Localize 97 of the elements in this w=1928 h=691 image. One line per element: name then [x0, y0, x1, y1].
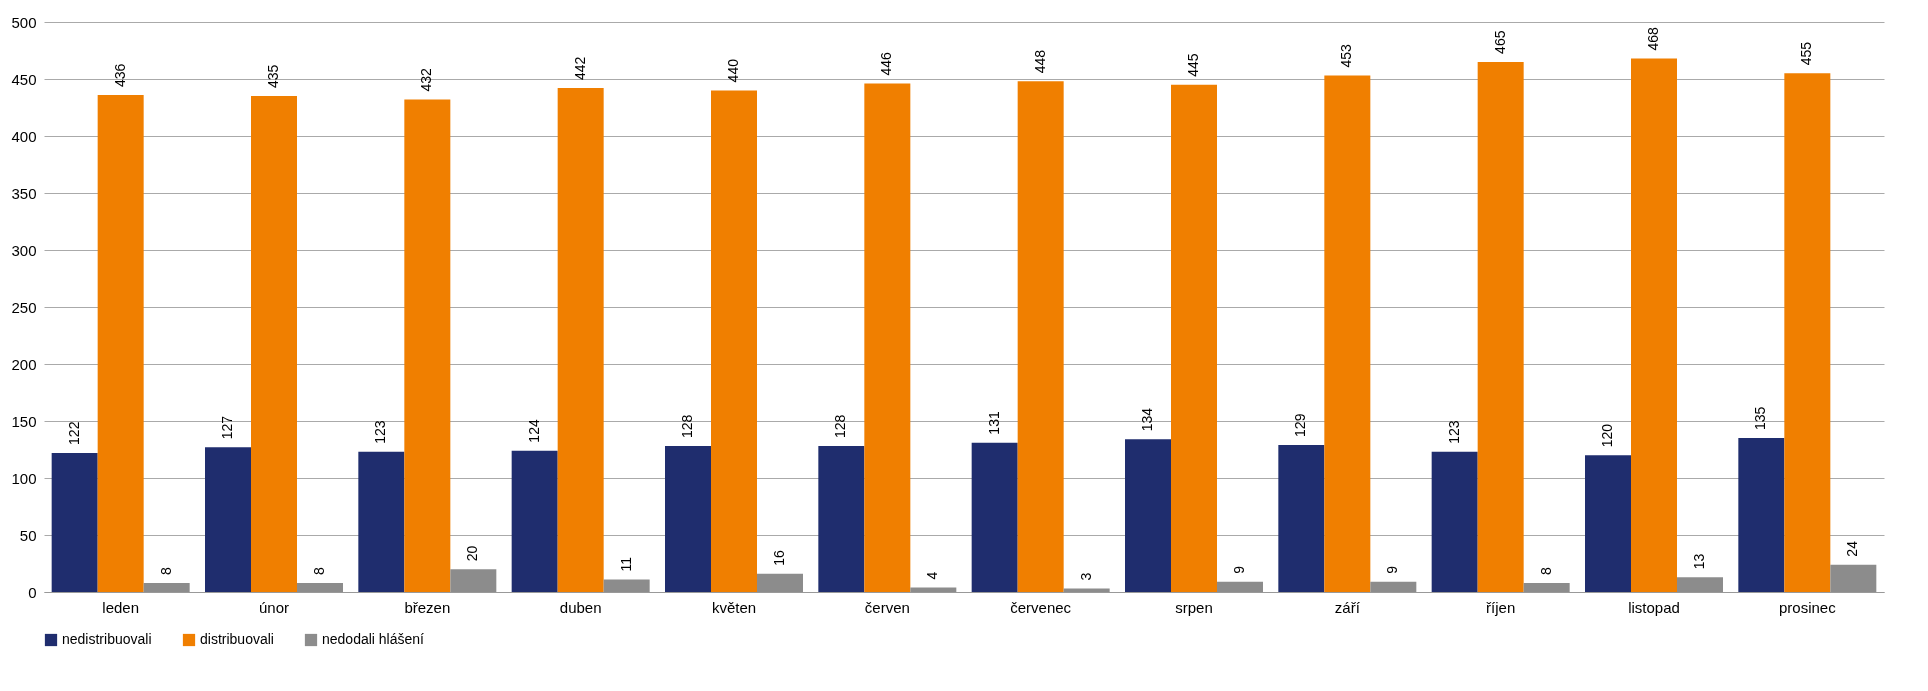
bar [358, 451, 405, 592]
x-tick-label: červen [864, 598, 910, 616]
y-tick-label: 200 [11, 355, 37, 373]
data-label: 8 [311, 566, 327, 575]
x-tick-label: březen [404, 598, 451, 616]
data-label: 127 [219, 415, 235, 440]
x-tick-label: srpen [1175, 598, 1213, 616]
data-label: 455 [1798, 41, 1815, 66]
bar [864, 83, 911, 592]
bar [1830, 564, 1877, 592]
legend-label: nedistribuovali [62, 631, 152, 647]
bar [1631, 58, 1677, 592]
bar [1278, 444, 1325, 592]
bar [1370, 581, 1417, 592]
bar [711, 90, 757, 592]
data-label: 20 [464, 545, 481, 562]
bar [251, 96, 297, 592]
bar [1017, 81, 1064, 592]
x-tick-label: duben [559, 598, 602, 616]
x-tick-label: listopad [1628, 598, 1680, 616]
bar [511, 450, 558, 592]
y-tick-label: 450 [11, 70, 37, 88]
data-label: 134 [1139, 407, 1155, 432]
y-tick-label: 0 [28, 583, 37, 601]
data-label: 448 [1031, 49, 1048, 74]
data-label: 440 [725, 58, 741, 83]
bar [1217, 581, 1263, 592]
legend-label: nedodali hlášení [322, 631, 425, 647]
bar [557, 88, 604, 592]
data-label: 4 [924, 571, 941, 580]
data-label: 3 [1077, 572, 1094, 581]
y-tick-label: 350 [11, 184, 37, 202]
bar [1784, 73, 1831, 592]
y-tick-label: 400 [11, 127, 37, 145]
y-tick-label: 500 [11, 13, 37, 31]
bar [97, 94, 144, 592]
data-label: 128 [832, 414, 849, 439]
data-label: 8 [1537, 566, 1554, 575]
data-label: 123 [372, 420, 389, 444]
bar [1523, 582, 1570, 592]
bar [665, 446, 711, 592]
bar [51, 452, 98, 592]
data-label: 135 [1752, 406, 1769, 431]
bar [603, 579, 650, 592]
data-label: 131 [985, 411, 1002, 435]
bar [1677, 577, 1723, 592]
bar [971, 442, 1018, 592]
bar [1125, 439, 1171, 592]
x-tick-label: únor [258, 598, 290, 616]
y-tick-label: 250 [11, 298, 37, 316]
y-tick-label: 100 [11, 469, 37, 487]
x-tick-label: červenec [1010, 598, 1072, 616]
bar [1477, 61, 1524, 592]
bar [205, 447, 251, 592]
data-label: 122 [65, 421, 82, 445]
data-label: 435 [265, 64, 281, 89]
data-label: 9 [1231, 565, 1247, 574]
data-label: 432 [418, 67, 435, 92]
y-tick-label: 150 [11, 412, 37, 430]
bar [1171, 84, 1217, 592]
data-label: 465 [1491, 30, 1508, 54]
bar [1431, 451, 1478, 592]
data-label: 436 [111, 63, 128, 87]
x-tick-label: říjen [1486, 598, 1516, 616]
x-tick-label: prosinec [1778, 598, 1837, 616]
bar [910, 587, 957, 592]
bar [1585, 455, 1631, 592]
data-label: 123 [1445, 420, 1462, 444]
data-label: 16 [771, 549, 787, 566]
y-tick-label: 300 [11, 241, 37, 259]
bar [757, 573, 803, 592]
data-label: 24 [1844, 540, 1861, 557]
x-tick-label: leden [102, 598, 140, 616]
data-label: 446 [878, 51, 895, 76]
data-label: 442 [571, 56, 588, 81]
bar [297, 582, 343, 592]
data-label: 129 [1292, 413, 1309, 437]
data-label: 468 [1645, 26, 1661, 51]
bar [1324, 75, 1371, 592]
bar [404, 99, 451, 592]
x-tick-label: září [1334, 598, 1361, 616]
data-label: 445 [1185, 53, 1201, 77]
data-label: 13 [1691, 553, 1707, 570]
data-label: 9 [1384, 565, 1401, 574]
x-tick-label: květen [711, 598, 757, 616]
legend-label: distribuovali [200, 631, 274, 647]
data-label: 128 [679, 414, 695, 439]
bar [1738, 438, 1785, 592]
data-label: 8 [157, 566, 174, 575]
data-label: 11 [617, 556, 634, 572]
bar [818, 446, 865, 592]
data-label: 453 [1338, 44, 1355, 68]
bar [450, 569, 497, 592]
data-label: 120 [1599, 423, 1615, 448]
y-tick-label: 50 [19, 526, 37, 544]
data-label: 124 [525, 419, 542, 443]
bar [143, 582, 190, 592]
